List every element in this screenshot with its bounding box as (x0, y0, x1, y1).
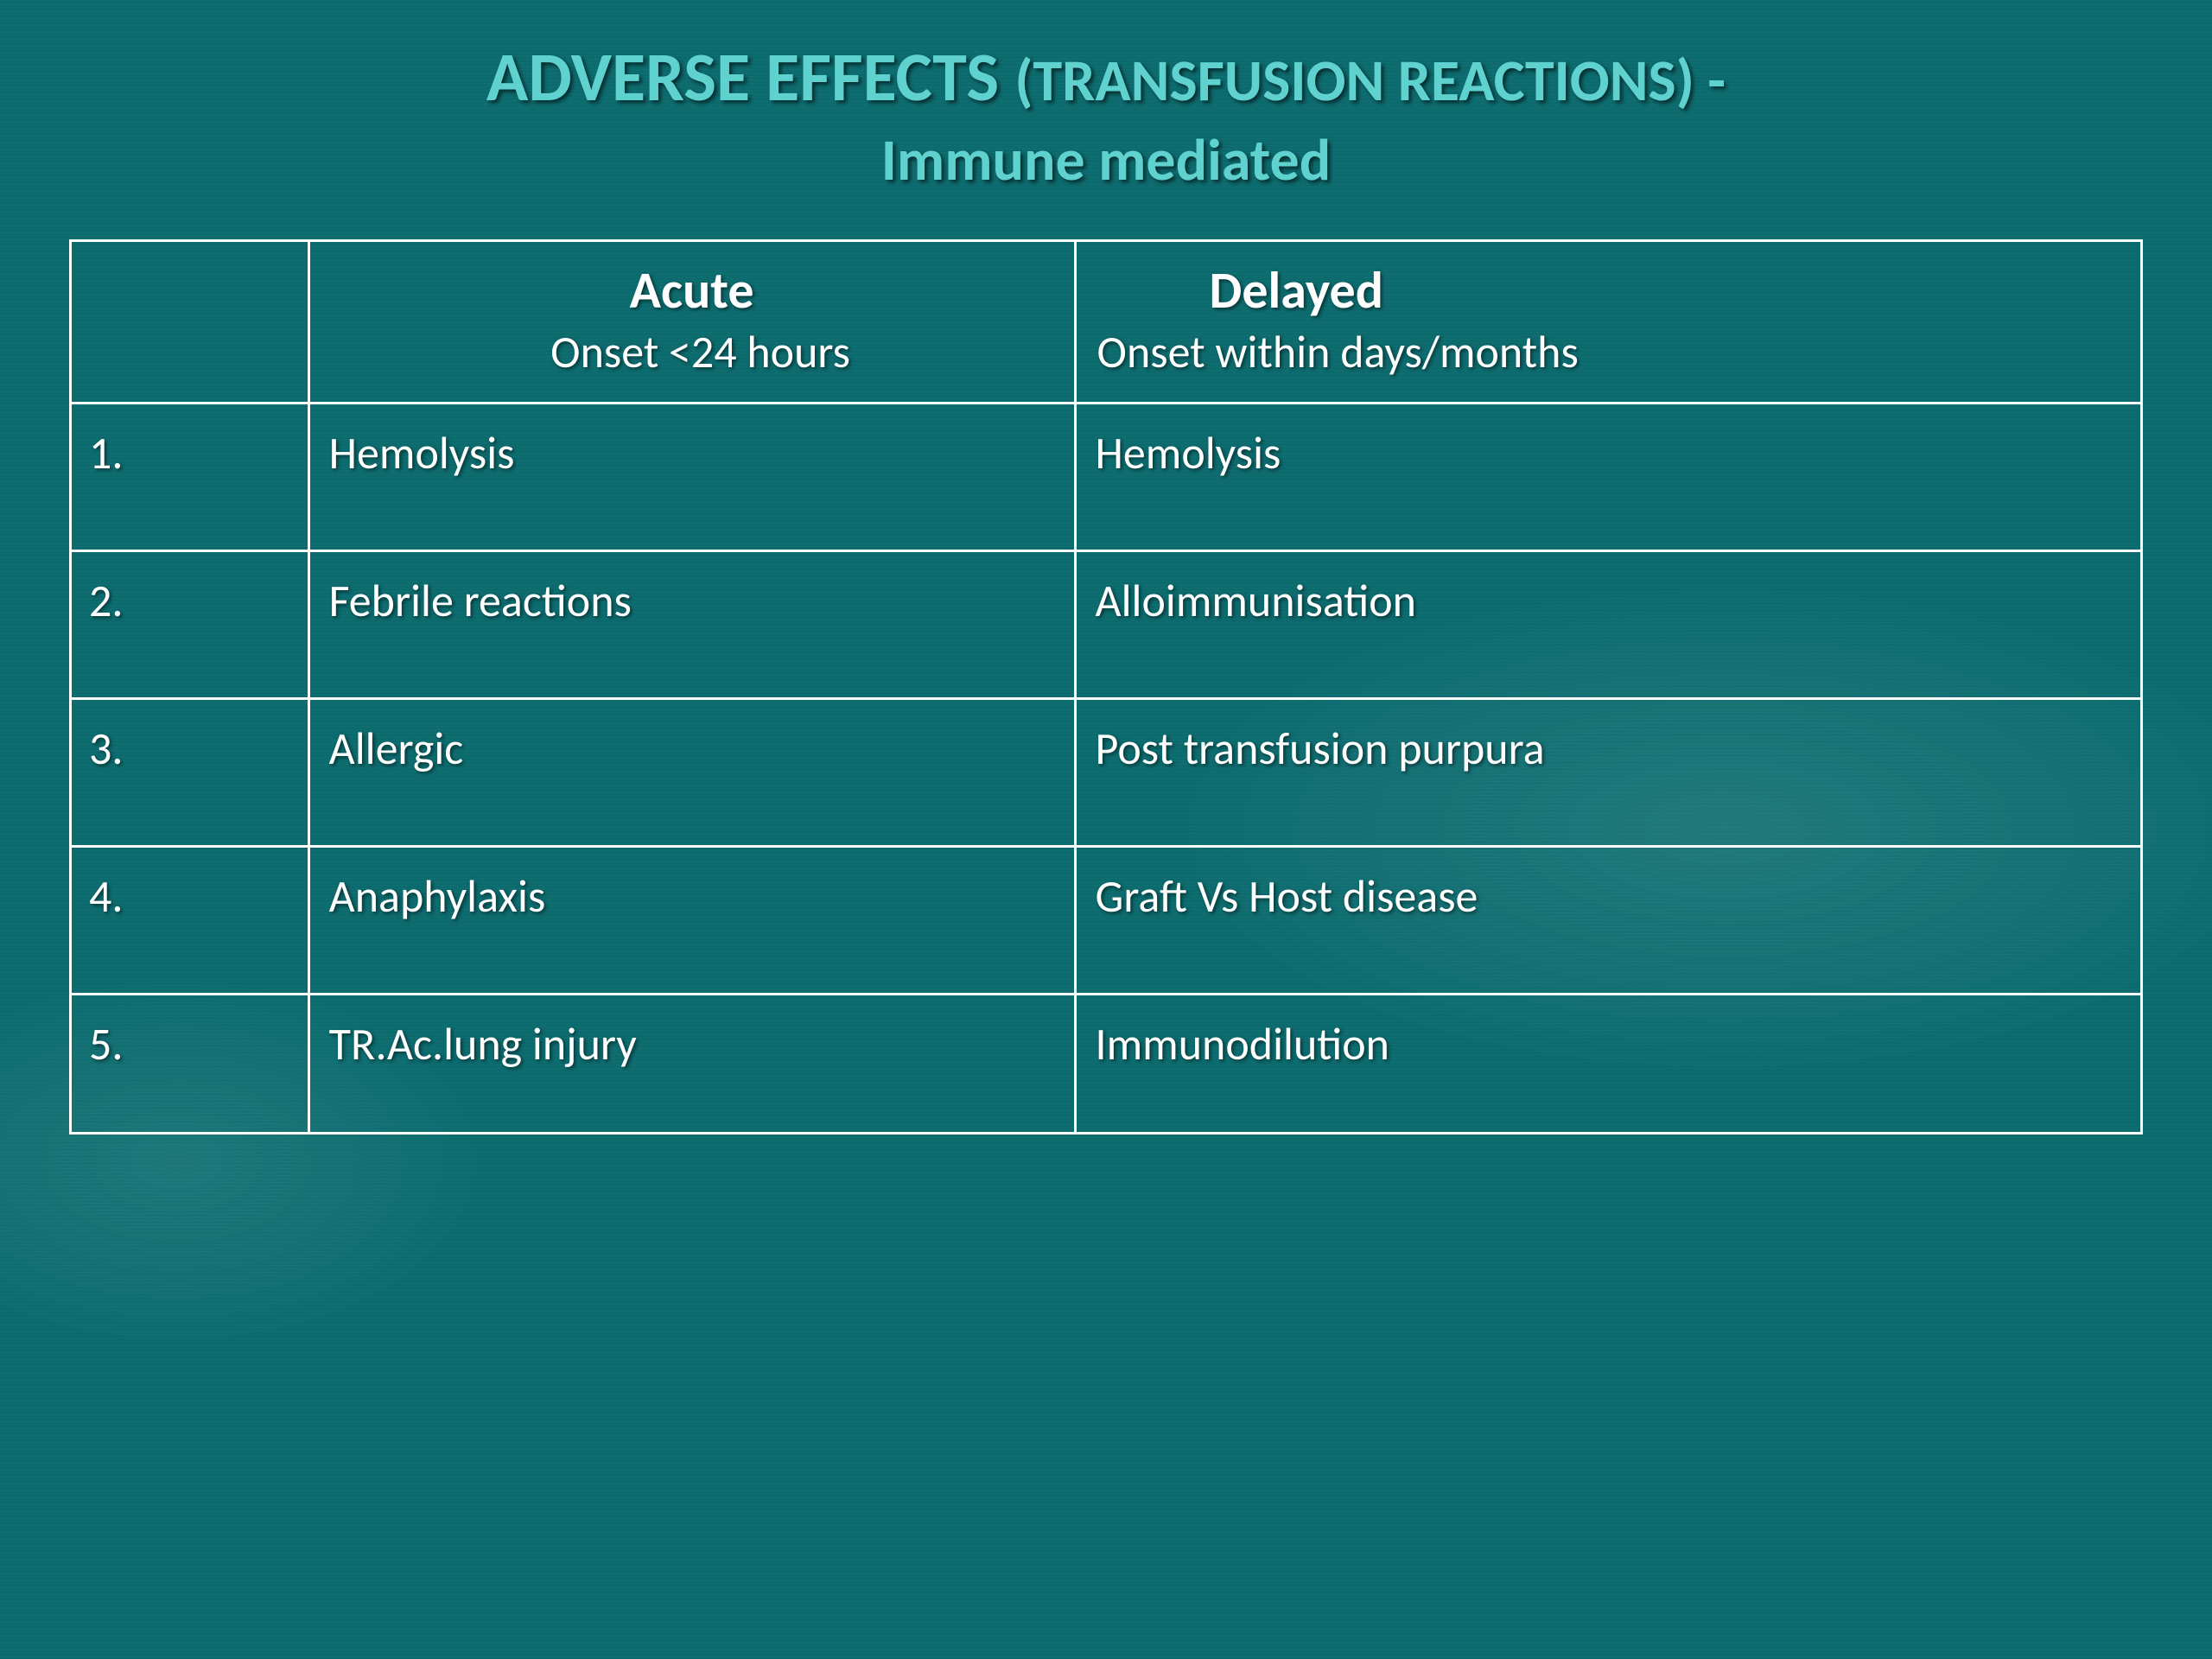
table-row: 4. Anaphylaxis Graft Vs Host disease (71, 847, 2142, 995)
title-paren: (TRANSFUSION REACTIONS) - (1014, 45, 1726, 117)
cell-delayed: Post transfusion purpura (1075, 699, 2141, 847)
table-row: 3. Allergic Post transfusion purpura (71, 699, 2142, 847)
title-strong: ADVERSE EFFECTS (486, 35, 1014, 119)
header-acute: Acute Onset <24 hours (308, 241, 1075, 404)
cell-acute: TR.Ac.lung injury (308, 995, 1075, 1134)
header-acute-sub: Onset <24 hours (331, 324, 1053, 379)
header-delayed-sub: Onset within days/months (1097, 324, 2120, 379)
cell-delayed: Hemolysis (1075, 404, 2141, 551)
table-row: 2. Febrile reactions Alloimmunisation (71, 551, 2142, 699)
cell-acute: Febrile reactions (308, 551, 1075, 699)
cell-delayed: Graft Vs Host disease (1075, 847, 2141, 995)
reactions-table: Acute Onset <24 hours Delayed Onset with… (69, 239, 2143, 1135)
row-number: 3. (71, 699, 309, 847)
header-delayed: Delayed Onset within days/months (1075, 241, 2141, 404)
cell-acute: Allergic (308, 699, 1075, 847)
row-number: 4. (71, 847, 309, 995)
header-acute-title: Acute (331, 259, 1053, 322)
cell-acute: Hemolysis (308, 404, 1075, 551)
header-empty (71, 241, 309, 404)
table-row: 5. TR.Ac.lung injury Immunodilution (71, 995, 2142, 1134)
row-number: 1. (71, 404, 309, 551)
cell-delayed: Immunodilution (1075, 995, 2141, 1134)
title-line-2: Immune mediated (69, 124, 2143, 196)
slide-title: ADVERSE EFFECTS (TRANSFUSION REACTIONS) … (69, 35, 2143, 196)
row-number: 2. (71, 551, 309, 699)
header-delayed-title: Delayed (1097, 259, 2120, 322)
table-row: 1. Hemolysis Hemolysis (71, 404, 2142, 551)
table-header-row: Acute Onset <24 hours Delayed Onset with… (71, 241, 2142, 404)
cell-acute: Anaphylaxis (308, 847, 1075, 995)
title-line-1: ADVERSE EFFECTS (TRANSFUSION REACTIONS) … (69, 35, 2143, 121)
cell-delayed: Alloimmunisation (1075, 551, 2141, 699)
row-number: 5. (71, 995, 309, 1134)
slide: ADVERSE EFFECTS (TRANSFUSION REACTIONS) … (0, 0, 2212, 1659)
